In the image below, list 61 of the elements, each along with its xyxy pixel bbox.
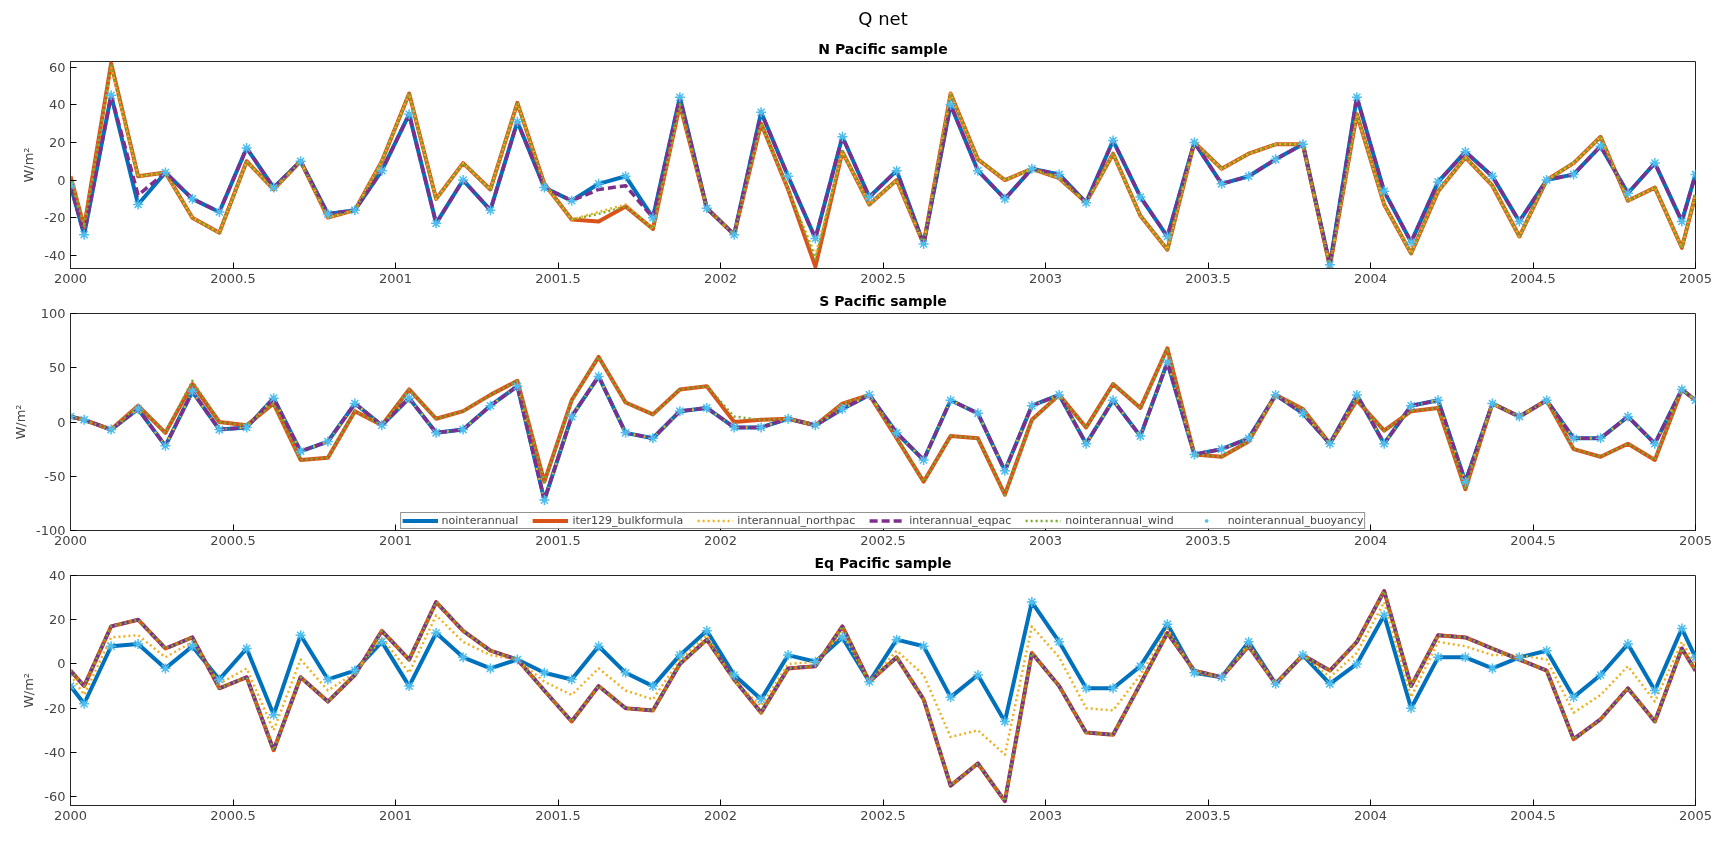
x-tick-label: 2002 — [703, 807, 738, 823]
x-tick-label: 2003 — [1028, 532, 1063, 548]
legend-label: nointerannual — [441, 514, 519, 527]
x-tick-label: 2005 — [1678, 270, 1713, 286]
x-tick-label: 2004.5 — [1510, 807, 1556, 823]
x-tick-label: 2002 — [703, 532, 738, 548]
legend-label: nointerannual_buoyancy — [1227, 514, 1364, 527]
y-tick-label: 20 — [48, 612, 66, 628]
legend-label: iter129_bulkformula — [572, 514, 684, 527]
y-tick-label: -20 — [44, 700, 66, 716]
y-tick-label: -40 — [44, 247, 66, 263]
y-tick-label: -20 — [44, 210, 66, 226]
x-tick-label: 2001.5 — [535, 807, 581, 823]
y-axis-title: W/m² — [21, 147, 37, 183]
chart-subtitle: N Pacific sample — [818, 40, 948, 57]
y-tick-label: 40 — [48, 97, 66, 113]
x-tick-label: 2004 — [1353, 270, 1388, 286]
chart-title: Eq Pacific sample — [814, 554, 952, 571]
y-tick-label: 0 — [57, 172, 66, 188]
x-tick-label: 2002.5 — [860, 270, 906, 286]
x-tick-label: 2000.5 — [210, 270, 256, 286]
x-tick-label: 2002.5 — [860, 532, 906, 548]
x-tick-label: 2001.5 — [535, 270, 581, 286]
x-tick-label: 2001 — [378, 532, 413, 548]
x-tick-label: 2001 — [378, 270, 413, 286]
x-tick-label: 2003.5 — [1185, 807, 1231, 823]
y-tick-label: 50 — [48, 360, 66, 376]
y-tick-label: 40 — [48, 568, 66, 583]
chart-title: Q net — [858, 7, 908, 29]
y-axis-title: W/m² — [21, 672, 37, 709]
x-tick-label: 2004.5 — [1510, 270, 1556, 286]
x-tick-label: 2003.5 — [1185, 270, 1231, 286]
y-tick-label: 0 — [57, 656, 66, 672]
x-tick-label: 2000.5 — [210, 807, 256, 823]
y-axis-title: W/m² — [13, 404, 28, 440]
x-tick-label: 2001.5 — [535, 532, 581, 548]
legend-label: interannual_northpac — [737, 514, 856, 527]
x-tick-label: 2005 — [1678, 532, 1713, 548]
x-tick-label: 2004 — [1353, 807, 1388, 823]
chart-title: S Pacific sample — [819, 292, 947, 309]
y-tick-label: 60 — [48, 59, 66, 75]
y-tick-label: -50 — [44, 468, 66, 484]
x-tick-label: 2003 — [1028, 270, 1063, 286]
x-tick-label: 2001 — [378, 807, 413, 823]
legend-label: interannual_eqpac — [909, 514, 1012, 527]
y-tick-label: -40 — [44, 744, 66, 760]
y-tick-label: 20 — [48, 134, 66, 150]
x-tick-label: 2003 — [1028, 807, 1063, 823]
y-tick-label: -60 — [44, 789, 66, 805]
x-tick-label: 2004 — [1353, 532, 1388, 548]
y-tick-label: 0 — [57, 414, 66, 430]
x-tick-label: 2002 — [703, 270, 738, 286]
legend-label: nointerannual_wind — [1065, 514, 1174, 527]
x-tick-label: 2002.5 — [860, 807, 906, 823]
x-tick-label: 2000 — [53, 807, 88, 823]
x-tick-label: 2005 — [1678, 807, 1713, 823]
x-tick-label: 2000 — [53, 270, 88, 286]
x-tick-label: 2000.5 — [210, 532, 256, 548]
x-tick-label: 2003.5 — [1185, 532, 1231, 548]
y-tick-label: 100 — [40, 306, 66, 321]
x-tick-label: 2004.5 — [1510, 532, 1556, 548]
